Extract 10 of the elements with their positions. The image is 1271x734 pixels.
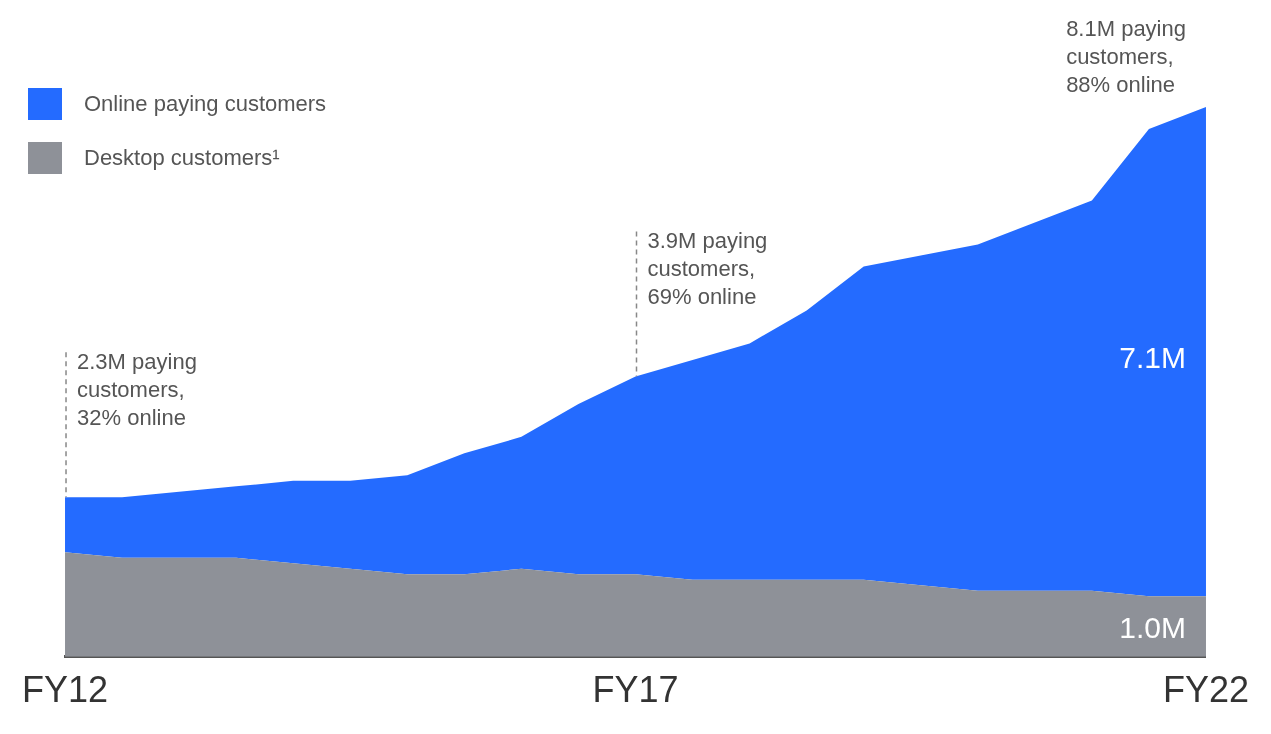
legend-label: Online paying customers: [84, 91, 327, 117]
annotation: 1.0M: [1119, 610, 1186, 644]
annotation: 2.3M paying customers, 32% online: [77, 349, 197, 431]
legend-label: Desktop customers¹: [84, 145, 280, 171]
annotation: 7.1M: [1119, 341, 1186, 375]
annotation: 3.9M paying customers, 69% online: [647, 228, 768, 310]
x-tick-label: FY17: [592, 669, 679, 711]
annotation: 8.1M paying customers, 88% online: [1066, 16, 1186, 98]
x-tick-label: FY12: [22, 669, 109, 711]
x-tick-label: FY22: [1162, 669, 1249, 711]
